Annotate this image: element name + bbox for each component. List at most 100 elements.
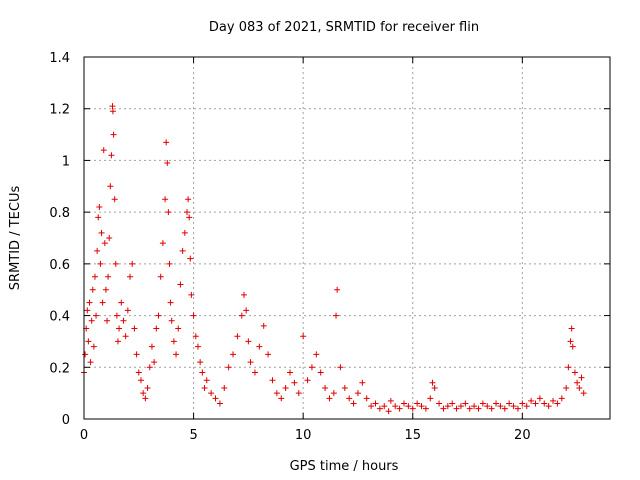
data-point <box>109 103 116 110</box>
data-point <box>245 338 252 345</box>
data-point <box>109 108 116 115</box>
data-point <box>102 286 109 293</box>
data-point <box>580 390 587 397</box>
data-point <box>135 369 142 376</box>
x-tick-label: 0 <box>80 428 88 443</box>
data-point <box>238 312 245 319</box>
x-tick-label: 5 <box>189 428 197 443</box>
data-point <box>330 390 337 397</box>
data-point <box>179 247 186 254</box>
data-point <box>146 364 153 371</box>
data-point <box>429 379 436 386</box>
data-point <box>110 131 117 138</box>
y-tick-label: 0.8 <box>49 206 70 221</box>
data-point <box>569 343 576 350</box>
x-axis: 0 5 10 15 20 <box>80 57 531 443</box>
data-points <box>81 103 587 415</box>
data-point <box>88 317 95 324</box>
y-tick-label: 0.2 <box>49 361 70 376</box>
data-point <box>333 312 340 319</box>
plot-frame <box>83 56 611 420</box>
data-point <box>140 390 147 397</box>
data-point <box>151 359 158 366</box>
data-point <box>240 291 247 298</box>
data-point <box>157 273 164 280</box>
data-point <box>341 384 348 391</box>
x-tick-label: 20 <box>514 428 531 443</box>
data-point <box>501 405 508 412</box>
data-point <box>563 384 570 391</box>
data-point <box>376 405 383 412</box>
data-point <box>576 384 583 391</box>
data-point <box>291 379 298 386</box>
data-point <box>87 359 94 366</box>
data-point <box>162 196 169 203</box>
data-point <box>571 369 578 376</box>
data-point <box>471 403 478 410</box>
data-point <box>363 395 370 402</box>
grid <box>84 57 610 419</box>
data-point <box>273 390 280 397</box>
data-point <box>181 229 188 236</box>
data-point <box>124 307 131 314</box>
data-point <box>436 400 443 407</box>
x-tick-label: 10 <box>295 428 312 443</box>
data-point <box>199 369 206 376</box>
data-point <box>532 400 539 407</box>
data-point <box>317 369 324 376</box>
data-point <box>359 379 366 386</box>
data-point <box>558 395 565 402</box>
y-tick-label: 1 <box>62 154 70 169</box>
data-point <box>137 377 144 384</box>
data-point <box>260 322 267 329</box>
chart-title: Day 083 of 2021, SRMTID for receiver fli… <box>209 20 479 35</box>
data-point <box>95 214 102 221</box>
data-point <box>337 364 344 371</box>
data-point <box>282 384 289 391</box>
data-point <box>113 312 120 319</box>
data-point <box>422 405 429 412</box>
y-tick-label: 0.4 <box>49 310 70 325</box>
data-point <box>184 209 191 216</box>
data-point <box>165 209 172 216</box>
data-point <box>82 351 89 358</box>
data-point <box>578 374 585 381</box>
data-point <box>510 403 517 410</box>
data-point <box>405 403 412 410</box>
data-point <box>453 405 460 412</box>
data-point <box>251 369 258 376</box>
data-point <box>295 390 302 397</box>
data-point <box>148 343 155 350</box>
data-point <box>536 395 543 402</box>
y-tick-label: 1.2 <box>49 103 70 118</box>
data-point <box>111 196 118 203</box>
data-point <box>322 384 329 391</box>
data-point <box>84 307 91 314</box>
data-point <box>484 403 491 410</box>
data-point <box>100 147 107 154</box>
data-point <box>256 343 263 350</box>
data-point <box>194 343 201 350</box>
data-point <box>168 317 175 324</box>
data-point <box>107 183 114 190</box>
data-point <box>528 397 535 404</box>
data-point <box>265 351 272 358</box>
data-point <box>94 247 101 254</box>
data-point <box>565 364 572 371</box>
data-point <box>300 333 307 340</box>
data-point <box>568 325 575 332</box>
data-point <box>308 364 315 371</box>
y-tick-label: 1.4 <box>49 51 70 66</box>
data-point <box>203 377 210 384</box>
data-point <box>457 403 464 410</box>
data-point <box>166 260 173 267</box>
data-point <box>444 403 451 410</box>
data-point <box>104 317 111 324</box>
data-point <box>105 273 112 280</box>
data-point <box>304 377 311 384</box>
data-point <box>392 403 399 410</box>
data-point <box>170 338 177 345</box>
data-point <box>372 400 379 407</box>
data-point <box>114 338 121 345</box>
data-point <box>118 299 125 306</box>
